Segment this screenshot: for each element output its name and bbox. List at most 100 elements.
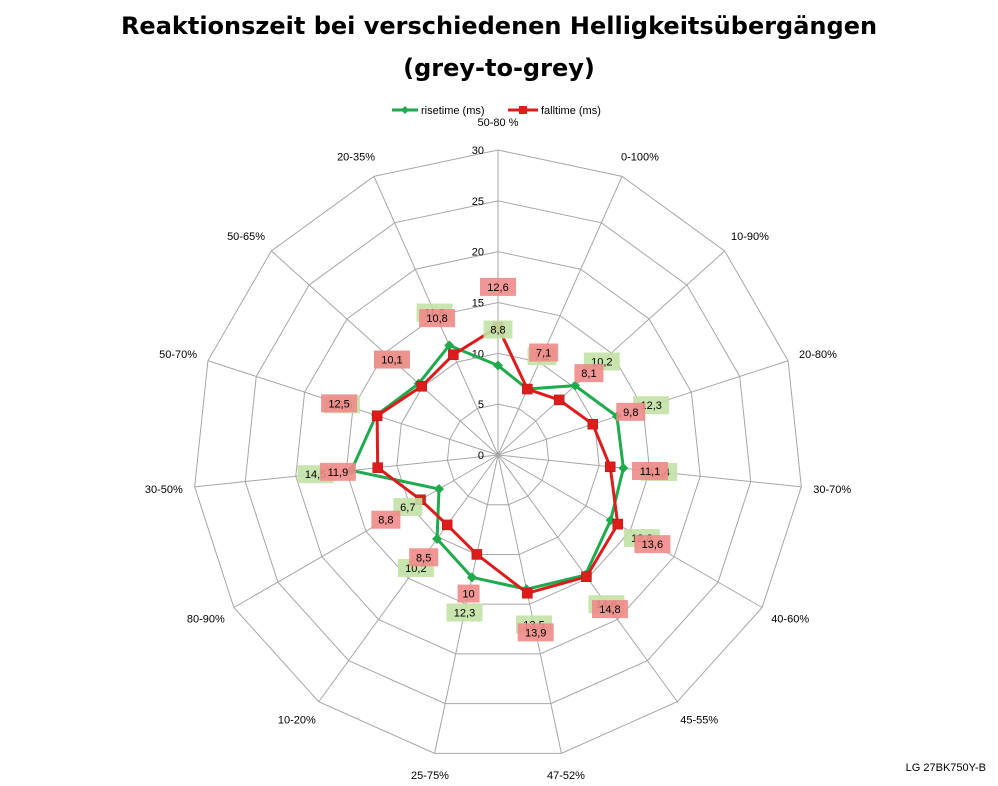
category-label: 25-75% xyxy=(411,770,449,782)
grid-ring xyxy=(345,301,651,605)
category-label: 45-55% xyxy=(680,715,718,727)
risetime-data-label: 12,3 xyxy=(446,603,483,622)
category-label: 20-35% xyxy=(337,151,375,163)
r-tick-label: 5 xyxy=(478,399,484,411)
legend-rise-label: risetime (ms) xyxy=(421,105,485,117)
category-label: 50-80 % xyxy=(478,117,519,129)
grid-ring xyxy=(295,251,701,655)
legend: risetime (ms) falltime (ms) xyxy=(392,105,601,117)
risetime-point xyxy=(618,463,629,474)
data-label-text: 13,6 xyxy=(642,539,663,551)
data-label-text: 8,8 xyxy=(378,515,393,527)
r-tick-label: 0 xyxy=(478,450,484,462)
grid-ring xyxy=(194,149,802,754)
grid-ring xyxy=(244,200,752,705)
risetime-data-label: 6,7 xyxy=(393,498,423,517)
falltime-data-label: 10 xyxy=(457,584,480,603)
data-label-text: 10,1 xyxy=(381,355,402,367)
category-label: 20-80% xyxy=(799,349,837,361)
data-label-bg xyxy=(321,394,358,413)
data-label-text: 11,1 xyxy=(640,466,661,478)
falltime-data-label: 8,5 xyxy=(409,548,439,567)
risetime-point xyxy=(570,380,581,391)
chart-title-line2: (grey-to-grey) xyxy=(403,54,595,82)
data-label-text: 8,8 xyxy=(490,325,505,337)
falltime-point xyxy=(371,410,383,421)
falltime-series-line xyxy=(375,325,620,595)
data-label-bg xyxy=(457,584,480,603)
legend-rise-marker xyxy=(401,106,409,114)
falltime-point xyxy=(553,394,565,406)
data-label-bg xyxy=(373,350,410,369)
category-label: 10-20% xyxy=(278,715,316,727)
category-label: 50-70% xyxy=(159,349,197,361)
falltime-data-label: 7,1 xyxy=(529,343,559,362)
radar-grid xyxy=(194,149,802,754)
category-label: 40-60% xyxy=(771,614,809,626)
falltime-data-label: 14,8 xyxy=(591,600,628,619)
data-label-bg xyxy=(574,364,604,383)
r-tick-label: 15 xyxy=(472,298,484,310)
falltime-data-label: 10,8 xyxy=(419,309,456,328)
category-label: 50-65% xyxy=(227,231,265,243)
data-label-bg xyxy=(591,600,628,619)
falltime-data-label: 8,8 xyxy=(371,510,401,529)
category-label: 30-50% xyxy=(145,484,183,496)
data-label-bg xyxy=(409,548,439,567)
axis-spoke xyxy=(497,176,623,456)
falltime-data-label: 11,1 xyxy=(632,461,669,480)
data-label-text: 12,3 xyxy=(640,400,661,412)
data-label-bg xyxy=(634,535,671,554)
falltime-point xyxy=(612,518,623,530)
category-label: 0-100% xyxy=(621,151,659,163)
falltime-point xyxy=(604,461,616,473)
data-label-bg xyxy=(517,623,554,642)
risetime-series-line xyxy=(349,343,625,591)
data-label-text: 12,3 xyxy=(454,608,475,620)
data-label-text: 8,1 xyxy=(581,368,596,380)
falltime-data-label: 13,6 xyxy=(634,535,671,554)
falltime-point xyxy=(416,381,427,392)
data-label-text: 11,9 xyxy=(328,467,349,479)
data-label-text: 12,6 xyxy=(487,282,508,294)
data-label-bg xyxy=(529,343,559,362)
falltime-point xyxy=(522,587,533,599)
risetime-point xyxy=(432,533,443,544)
data-label-bg xyxy=(616,402,646,421)
data-label-text: 6,7 xyxy=(400,502,415,514)
data-label-text: 13,9 xyxy=(525,627,546,639)
chart-title-line1: Reaktionszeit bei verschiedenen Helligke… xyxy=(120,12,878,40)
legend-fall-marker xyxy=(519,106,527,114)
axis-spoke xyxy=(233,454,499,608)
risetime-point xyxy=(493,360,503,371)
falltime-data-label: 12,5 xyxy=(321,394,358,413)
data-label-text: 10,8 xyxy=(426,313,447,325)
data-label-bg xyxy=(319,462,356,481)
falltime-data-label: 11,9 xyxy=(319,462,356,481)
category-label: 30-70% xyxy=(813,484,851,496)
falltime-point xyxy=(522,383,533,395)
r-tick-label: 25 xyxy=(472,196,484,208)
category-label: 80-90% xyxy=(187,614,225,626)
falltime-data-label: 13,9 xyxy=(517,623,554,642)
data-labels: 8,87,110,212,312,412,814,613,512,310,26,… xyxy=(297,277,678,642)
falltime-data-label: 12,6 xyxy=(480,277,516,296)
data-label-text: 14,8 xyxy=(599,604,620,616)
risetime-data-label: 8,8 xyxy=(483,320,513,339)
risetime-point xyxy=(444,340,455,351)
category-label: 10-90% xyxy=(731,231,769,243)
falltime-data-label: 10,1 xyxy=(373,350,410,369)
data-label-text: 9,8 xyxy=(623,407,638,419)
axis-spoke xyxy=(318,454,499,703)
monitor-model-label: LG 27BK750Y-B xyxy=(905,762,986,774)
falltime-point xyxy=(448,349,459,360)
falltime-point xyxy=(441,519,453,531)
data-label-bg xyxy=(632,461,669,480)
data-label-text: 8,5 xyxy=(416,552,431,564)
data-label-bg xyxy=(483,320,513,339)
data-label-text: 10 xyxy=(462,589,474,601)
grid-ring xyxy=(396,352,600,555)
data-label-text: 7,1 xyxy=(536,348,551,360)
